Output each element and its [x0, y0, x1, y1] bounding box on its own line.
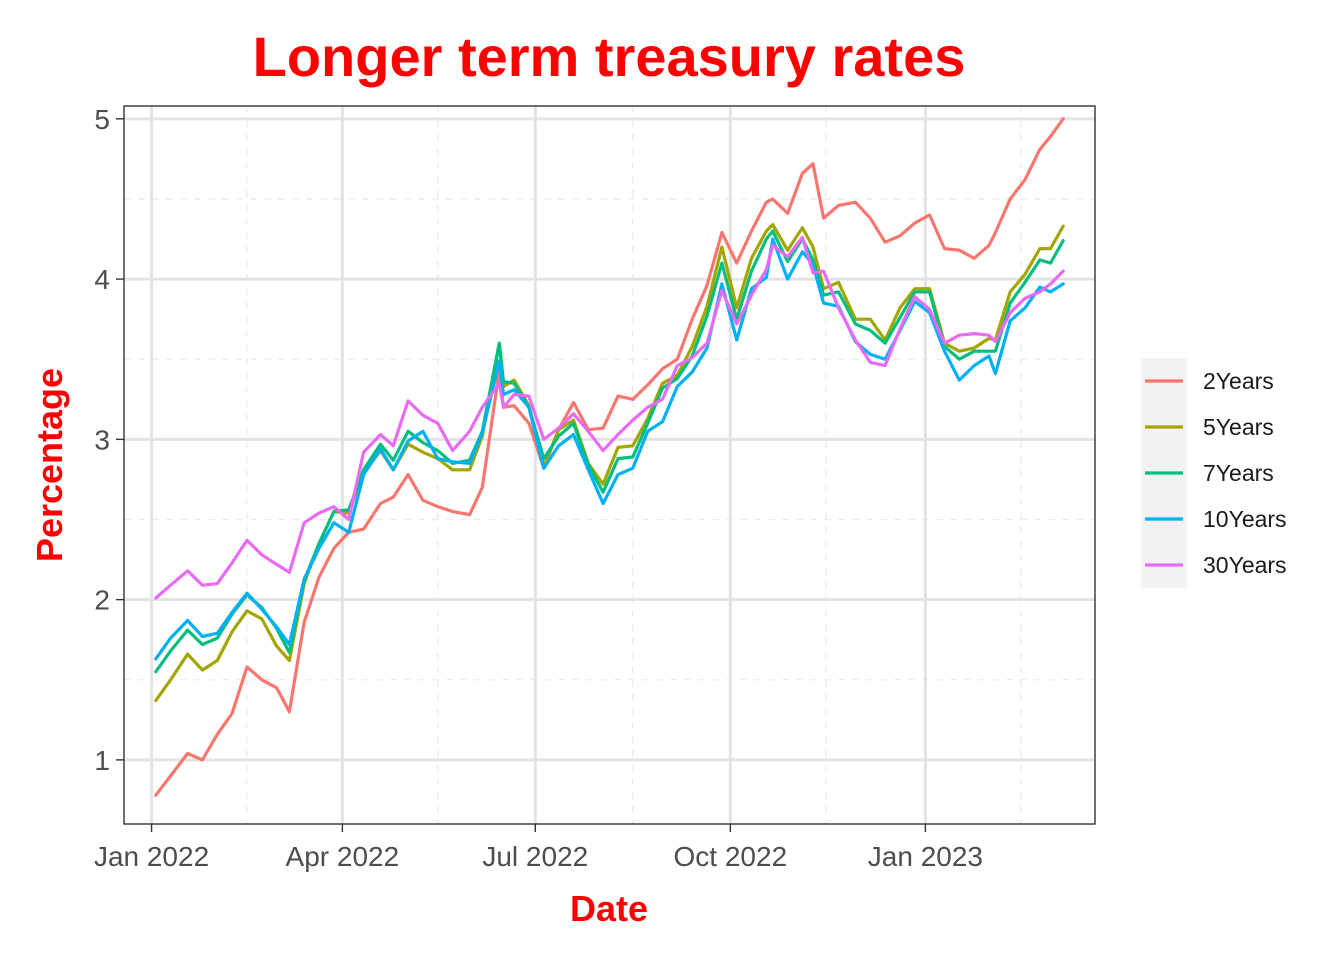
x-tick-label: Jan 2023: [868, 841, 983, 872]
y-axis-title: Percentage: [29, 368, 70, 562]
chart-title: Longer term treasury rates: [253, 25, 966, 88]
x-tick-label: Jan 2022: [94, 841, 209, 872]
legend-label: 30Years: [1203, 552, 1287, 578]
legend: 2Years 5Years 7Years 10Years 30Years: [1141, 358, 1287, 588]
y-tick-label: 2: [94, 585, 110, 616]
panel-border: [123, 105, 1096, 825]
series-line-10years: [154, 237, 1065, 661]
series-line-2years: [154, 117, 1065, 797]
legend-label: 2Years: [1203, 368, 1274, 394]
legend-label: 5Years: [1203, 414, 1274, 440]
y-tick-label: 1: [94, 745, 110, 776]
legend-label: 10Years: [1203, 506, 1287, 532]
y-tick-label: 3: [94, 424, 110, 455]
y-tick-label: 5: [94, 104, 110, 135]
x-tick-label: Oct 2022: [674, 841, 788, 872]
x-axis: Jan 2022 Apr 2022 Jul 2022 Oct 2022 Jan 2023: [94, 824, 983, 872]
x-tick-label: Jul 2022: [482, 841, 588, 872]
x-axis-title: Date: [570, 888, 648, 929]
plot-panel: [123, 105, 1096, 825]
series-line-30years: [154, 235, 1065, 600]
major-gridlines: [124, 106, 1095, 824]
series-lines: [154, 117, 1065, 797]
x-tick-label: Apr 2022: [286, 841, 400, 872]
y-tick-label: 4: [94, 264, 110, 295]
legend-label: 7Years: [1203, 460, 1274, 486]
y-axis: 1 2 3 4 5: [94, 104, 124, 776]
